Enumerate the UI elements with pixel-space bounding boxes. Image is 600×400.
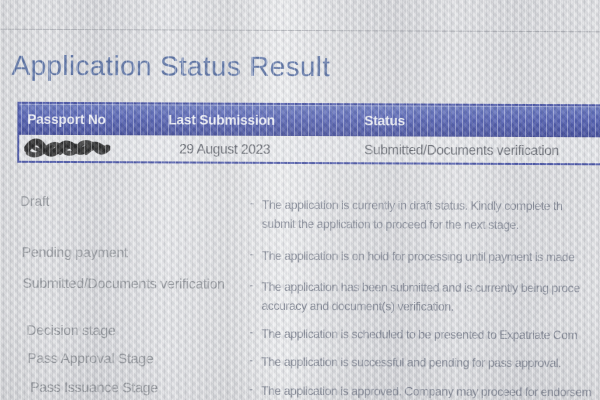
status-description: The application is approved. Company may… <box>261 382 591 400</box>
status-table: Passport No Last Submission Status 29 Au… <box>17 101 600 166</box>
header-status: Status <box>364 112 406 128</box>
status-name: Decision stage <box>26 321 116 339</box>
header-last-submission: Last Submission <box>168 111 275 128</box>
legend-dash: - <box>249 324 254 339</box>
status-name: Pending payment <box>21 243 128 261</box>
status-description-line: The application is on hold for processin… <box>261 248 575 265</box>
legend-dash: - <box>249 195 255 210</box>
status-description-line: The application is scheduled to be prese… <box>261 326 578 343</box>
status-description-line: accuracy and document(s) verification. <box>261 298 454 314</box>
legend-dash: - <box>249 352 254 367</box>
status-name: Pass Issuance Stage <box>30 378 158 396</box>
status-description: The application is successful and pendin… <box>261 353 561 373</box>
legend-dash: - <box>249 246 254 261</box>
legend-row-pass-issuance-stage: Pass Issuance Stage - The application is… <box>0 379 600 400</box>
status-description-line: The application is approved. Company may… <box>261 383 592 400</box>
redaction-scribble <box>24 138 111 157</box>
legend-row-draft: Draft - The application is currently in … <box>0 193 600 236</box>
status-description: The application is scheduled to be prese… <box>261 325 577 345</box>
header-passport-no: Passport No <box>27 111 106 127</box>
status-description-line: submit the application to proceed for th… <box>261 216 519 232</box>
legend-row-submitted-verification: Submitted/Documents verification - The a… <box>0 275 600 318</box>
header-divider <box>0 28 600 33</box>
status-description: The application is currently in draft st… <box>262 196 563 235</box>
status-description: The application is on hold for processin… <box>262 247 575 267</box>
legend-dash: - <box>249 277 254 292</box>
status-description-line: The application has been submitted and i… <box>261 279 580 296</box>
table-header-row: Passport No Last Submission Status <box>19 103 600 138</box>
status-description-line: The application is successful and pendin… <box>261 354 562 371</box>
table-row: 29 August 2023 Submitted/Documents verif… <box>19 134 600 164</box>
status-description: The application has been submitted and i… <box>261 278 580 317</box>
status-name: Pass Approval Stage <box>27 349 154 367</box>
cell-passport-no <box>19 135 168 161</box>
cell-status: Submitted/Documents verification <box>364 141 559 158</box>
status-name: Submitted/Documents verification <box>22 274 225 292</box>
status-name: Draft <box>19 192 50 209</box>
status-description-line: The application is currently in draft st… <box>261 197 563 214</box>
legend-dash: - <box>249 381 254 396</box>
page-title: Application Status Result <box>11 49 331 83</box>
cell-last-submission: 29 August 2023 <box>179 140 271 157</box>
